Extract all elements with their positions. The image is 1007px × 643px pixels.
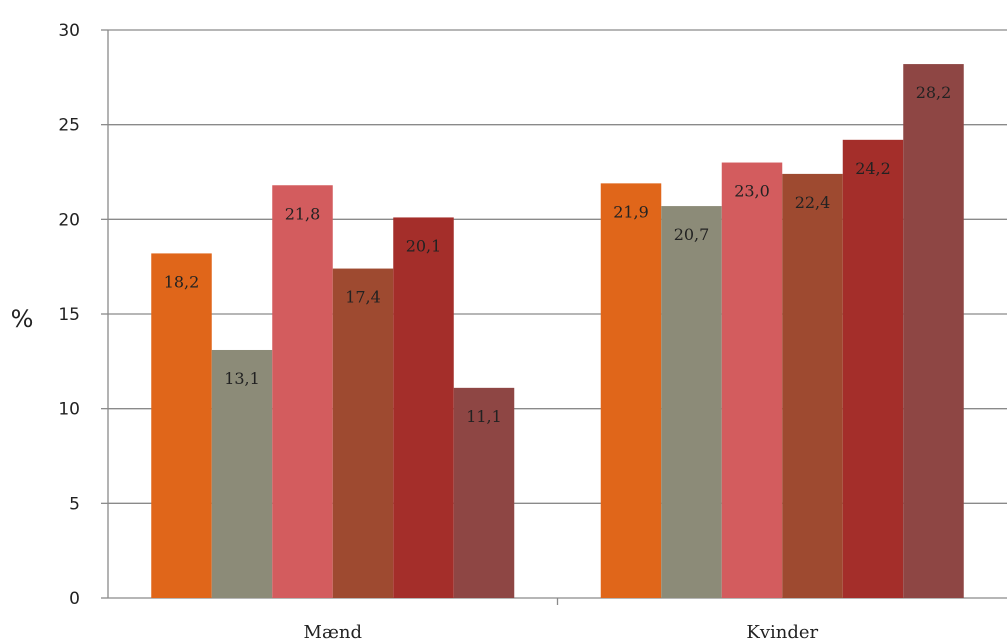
x-category-label: Mænd <box>304 622 362 643</box>
bar-value-label: 21,8 <box>285 204 321 223</box>
bar <box>721 162 783 599</box>
bar-value-label: 20,1 <box>406 236 442 255</box>
y-tick-label: 30 <box>58 21 80 41</box>
y-tick-label: 5 <box>69 494 80 514</box>
bar <box>842 139 904 598</box>
bar <box>211 349 273 598</box>
bar-value-label: 24,2 <box>855 159 891 178</box>
y-tick-label: 20 <box>58 210 80 230</box>
bars <box>151 64 964 599</box>
y-tick-label: 10 <box>58 400 80 420</box>
bar-value-label: 18,2 <box>164 272 200 291</box>
y-axis-label: % <box>11 305 34 333</box>
bar <box>453 387 515 598</box>
bar-value-label: 17,4 <box>345 288 381 307</box>
bar <box>272 185 333 598</box>
bar <box>661 206 722 598</box>
bar <box>600 183 662 599</box>
bar-value-label: 22,4 <box>795 193 831 212</box>
bar-value-label: 13,1 <box>224 369 260 388</box>
bar <box>903 64 964 598</box>
y-tick-label: 25 <box>58 116 80 136</box>
y-tick-label: 0 <box>69 589 80 609</box>
x-category-label: Kvinder <box>746 622 818 643</box>
bar <box>393 217 454 598</box>
bar <box>782 173 843 599</box>
y-tick-label: 15 <box>58 305 80 325</box>
bar-value-label: 20,7 <box>674 225 710 244</box>
bar-value-label: 21,9 <box>613 202 649 221</box>
bar <box>332 268 394 598</box>
bar-value-label: 28,2 <box>916 83 952 102</box>
bar <box>151 253 212 598</box>
bar-value-label: 23,0 <box>734 182 770 201</box>
bar-value-label: 11,1 <box>466 407 502 426</box>
data-labels: 18,2 13,1 21,8 17,4 20,1 11,1 21,9 20,7 23,0 22,4… <box>164 83 952 426</box>
